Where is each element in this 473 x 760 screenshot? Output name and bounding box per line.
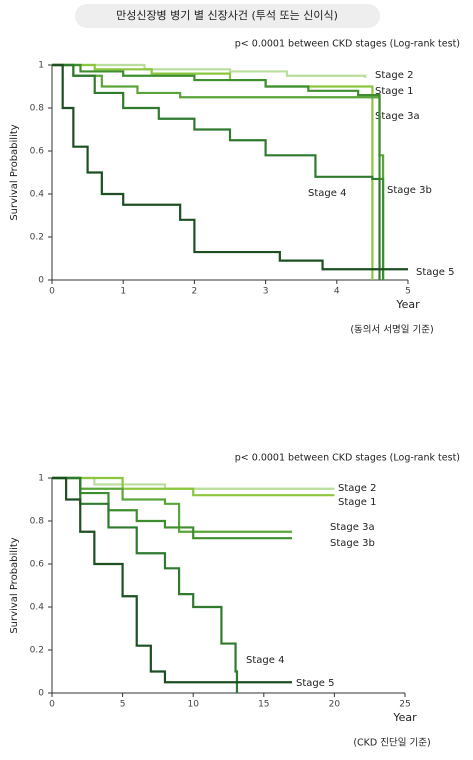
footnote: (동의서 서명일 기준)	[350, 325, 433, 336]
series-label: Stage 1	[375, 86, 413, 97]
series-label: Stage 5	[296, 678, 334, 689]
survival-curve	[52, 476, 293, 540]
y-tick-label: 1	[38, 61, 44, 71]
x-tick-label: 5	[405, 287, 411, 297]
y-tick-label: 0.8	[30, 517, 45, 527]
x-tick-label: 10	[187, 700, 199, 710]
y-axis-label: Survival Probability	[9, 124, 20, 220]
survival-curve	[52, 476, 239, 693]
y-tick-label: 0.4	[30, 190, 45, 200]
survival-curve	[52, 63, 408, 271]
y-tick-label: 0	[38, 276, 44, 286]
y-axis-label: Survival Probability	[9, 537, 20, 633]
y-tick-label: 0.2	[30, 646, 44, 656]
footnote: (CKD 진단일 기준)	[353, 738, 430, 749]
x-tick-label: 0	[49, 287, 55, 297]
page-title: 만성신장병 병기 별 신장사건 (투석 또는 신이식)	[116, 9, 338, 22]
survival-curve	[52, 63, 385, 280]
title-pill	[75, 4, 380, 28]
series-label: Stage 3b	[330, 538, 375, 549]
y-tick-label: 0.6	[30, 147, 45, 157]
y-tick-label: 0.8	[30, 104, 45, 114]
series-label: Stage 5	[416, 267, 454, 278]
x-tick-label: 0	[49, 700, 55, 710]
x-tick-label: 20	[329, 700, 341, 710]
x-tick-label: 4	[334, 287, 340, 297]
x-tick-label: 1	[120, 287, 126, 297]
x-tick-label: 5	[120, 700, 126, 710]
series-label: Stage 3b	[387, 185, 432, 196]
series-label: Stage 3a	[375, 111, 420, 122]
x-tick-label: 15	[258, 700, 269, 710]
x-axis-label: Year	[392, 711, 417, 724]
survival-curve	[52, 476, 335, 490]
y-tick-label: 0.4	[30, 603, 45, 613]
survival-curve	[52, 476, 335, 497]
survival-curve	[52, 63, 374, 280]
series-label: Stage 2	[338, 483, 376, 494]
series-label: Stage 3a	[330, 522, 375, 533]
annotation: p< 0.0001 between CKD stages (Log-rank t…	[235, 453, 460, 464]
series-label: Stage 1	[338, 497, 376, 508]
y-tick-label: 1	[38, 474, 44, 484]
survival-curve	[52, 476, 293, 684]
x-tick-label: 3	[263, 287, 269, 297]
survival-curve	[52, 63, 381, 280]
series-label: Stage 2	[375, 70, 413, 81]
y-tick-label: 0.6	[30, 560, 45, 570]
annotation: p< 0.0001 between CKD stages (Log-rank t…	[235, 39, 460, 50]
survival-curve	[52, 63, 367, 78]
x-axis-label: Year	[395, 298, 420, 311]
x-tick-label: 2	[192, 287, 198, 297]
y-tick-label: 0.2	[30, 233, 44, 243]
series-label: Stage 4	[308, 188, 346, 199]
x-tick-label: 25	[399, 700, 410, 710]
y-tick-label: 0	[38, 689, 44, 699]
series-label: Stage 4	[246, 655, 284, 666]
